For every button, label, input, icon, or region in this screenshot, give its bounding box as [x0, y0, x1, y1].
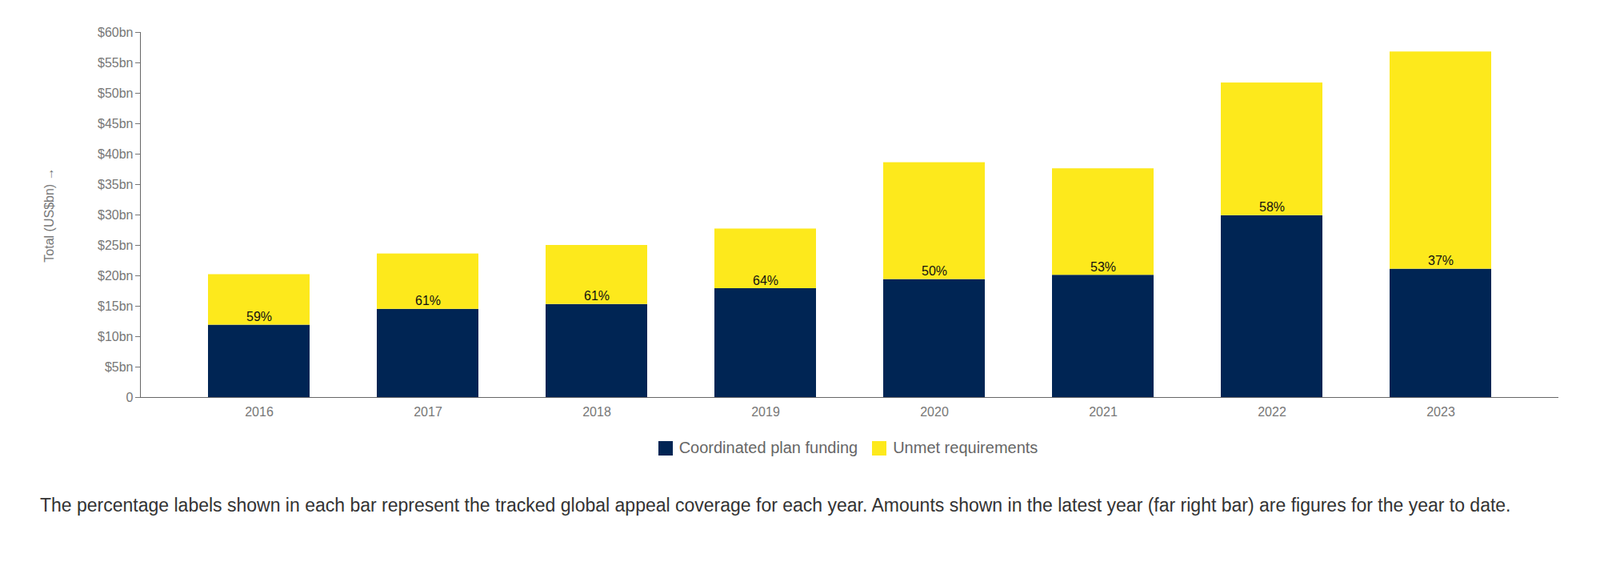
svg-text:$10bn: $10bn [97, 329, 134, 344]
svg-text:$45bn: $45bn [97, 116, 134, 131]
svg-text:$25bn: $25bn [97, 238, 134, 252]
svg-text:0: 0 [126, 390, 134, 404]
svg-text:$5bn: $5bn [104, 360, 134, 374]
html-text:Unmet requirements: Unmet requirements [892, 438, 1038, 456]
svg-text:$15bn: $15bn [97, 299, 134, 313]
svg-text:2022: 2022 [1257, 404, 1287, 419]
svg-text:2020: 2020 [920, 404, 949, 419]
svg-text:2017: 2017 [413, 404, 443, 419]
svg-text:2019: 2019 [751, 404, 780, 419]
svg-text:2018: 2018 [582, 404, 612, 419]
svg-text:$40bn: $40bn [97, 147, 134, 161]
svg-text:59%: 59% [246, 309, 272, 324]
svg-text:37%: 37% [1428, 253, 1454, 268]
svg-text:$20bn: $20bn [97, 268, 134, 283]
svg-text:53%: 53% [1090, 260, 1116, 274]
svg-text:61%: 61% [415, 293, 441, 308]
svg-text:$60bn: $60bn [97, 25, 134, 40]
svg-text:2021: 2021 [1088, 404, 1118, 419]
svg-text:$35bn: $35bn [97, 177, 134, 192]
html-text:The percentage labels shown in: The percentage labels shown in each bar … [40, 494, 1511, 516]
svg-text:Total (US$bn) →: Total (US$bn) → [42, 167, 56, 262]
svg-text:61%: 61% [584, 288, 610, 303]
svg-text:2023: 2023 [1426, 404, 1456, 419]
svg-text:50%: 50% [921, 264, 948, 278]
html-text:Coordinated plan funding: Coordinated plan funding [678, 438, 858, 456]
svg-text:64%: 64% [752, 273, 779, 288]
svg-text:58%: 58% [1259, 200, 1285, 214]
svg-text:$50bn: $50bn [97, 86, 134, 100]
svg-text:$55bn: $55bn [97, 56, 134, 70]
svg-text:$30bn: $30bn [97, 208, 134, 222]
svg-text:2016: 2016 [244, 404, 274, 419]
